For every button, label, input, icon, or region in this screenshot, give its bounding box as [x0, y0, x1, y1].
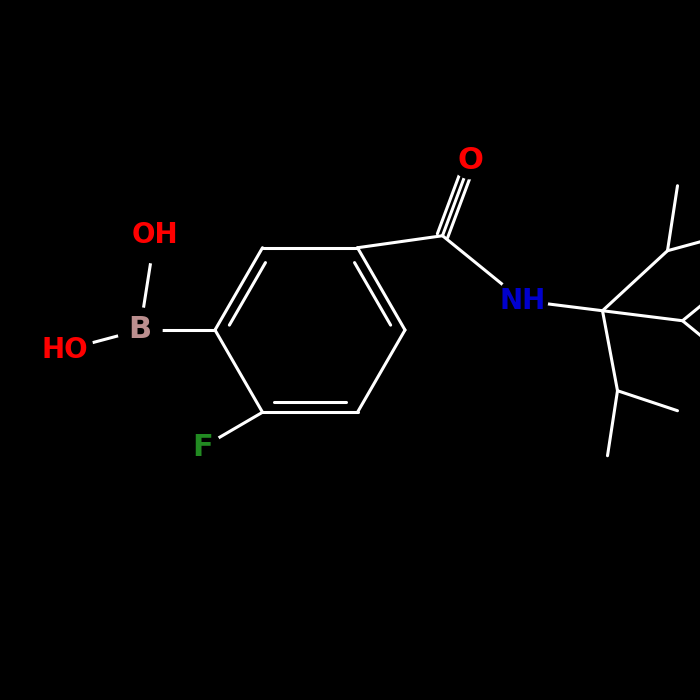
Text: O: O	[458, 146, 484, 175]
Text: OH: OH	[132, 221, 178, 249]
Circle shape	[127, 207, 183, 263]
Circle shape	[118, 308, 162, 352]
Circle shape	[185, 429, 220, 466]
Text: B: B	[128, 316, 152, 344]
Text: HO: HO	[42, 336, 88, 364]
Circle shape	[452, 143, 489, 178]
Circle shape	[498, 276, 547, 326]
Text: F: F	[192, 433, 213, 462]
Text: NH: NH	[499, 287, 545, 315]
Circle shape	[37, 322, 93, 378]
